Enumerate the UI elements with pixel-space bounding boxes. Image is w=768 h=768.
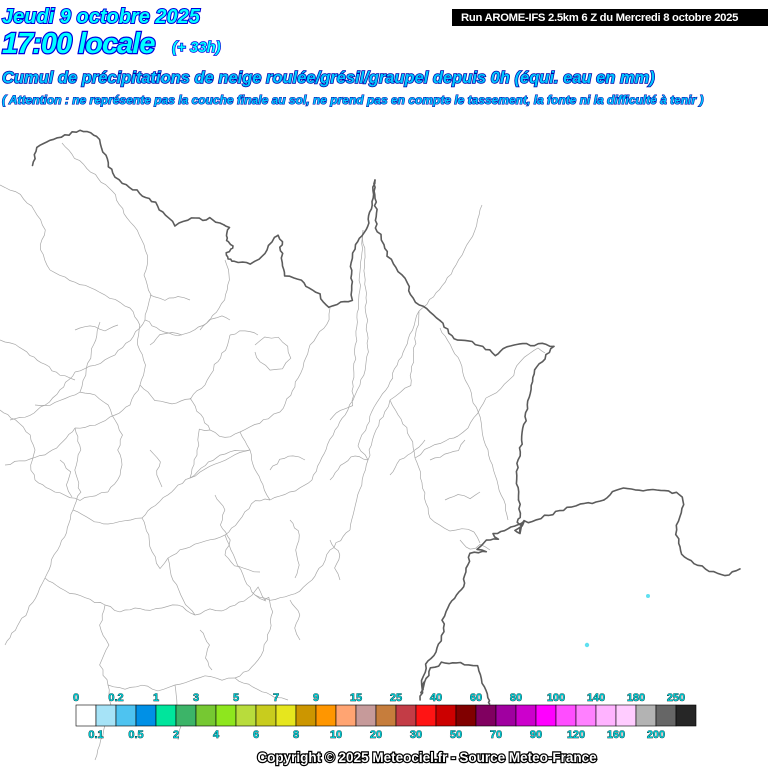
svg-text:8: 8 [293, 729, 299, 741]
svg-text:0.1: 0.1 [88, 729, 103, 741]
svg-text:Jeudi 9 octobre 2025: Jeudi 9 octobre 2025 [2, 6, 201, 28]
svg-text:140: 140 [587, 692, 605, 704]
svg-text:( Attention : ne représente pa: ( Attention : ne représente pas la couch… [2, 93, 704, 107]
svg-text:9: 9 [313, 692, 319, 704]
svg-text:Cumul de précipitations de nei: Cumul de précipitations de neige roulée/… [2, 69, 655, 87]
svg-text:70: 70 [490, 729, 502, 741]
svg-text:Run AROME-IFS 2.5km 6 Z du Mer: Run AROME-IFS 2.5km 6 Z du Mercredi 8 oc… [461, 12, 738, 24]
svg-text:20: 20 [370, 729, 382, 741]
svg-text:4: 4 [213, 729, 220, 741]
svg-text:3: 3 [193, 692, 199, 704]
svg-text:(+ 33h): (+ 33h) [172, 39, 221, 56]
svg-text:2: 2 [173, 729, 179, 741]
svg-text:7: 7 [273, 692, 279, 704]
svg-text:160: 160 [607, 729, 625, 741]
svg-text:10: 10 [330, 729, 342, 741]
svg-text:6: 6 [253, 729, 259, 741]
svg-text:60: 60 [470, 692, 482, 704]
svg-text:90: 90 [530, 729, 542, 741]
svg-text:30: 30 [410, 729, 422, 741]
svg-text:80: 80 [510, 692, 522, 704]
svg-text:0: 0 [73, 692, 79, 704]
svg-text:1: 1 [153, 692, 159, 704]
svg-text:5: 5 [233, 692, 239, 704]
svg-text:120: 120 [567, 729, 585, 741]
svg-text:15: 15 [350, 692, 362, 704]
svg-text:100: 100 [547, 692, 565, 704]
svg-text:180: 180 [627, 692, 645, 704]
svg-text:0.2: 0.2 [108, 692, 123, 704]
svg-text:200: 200 [647, 729, 665, 741]
svg-text:250: 250 [667, 692, 685, 704]
svg-text:25: 25 [390, 692, 402, 704]
svg-text:50: 50 [450, 729, 462, 741]
svg-text:0.5: 0.5 [128, 729, 143, 741]
svg-text:Copyright © 2025 Meteociel.fr: Copyright © 2025 Meteociel.fr - Source M… [257, 750, 597, 765]
svg-text:40: 40 [430, 692, 442, 704]
svg-text:17:00 locale: 17:00 locale [2, 28, 155, 60]
